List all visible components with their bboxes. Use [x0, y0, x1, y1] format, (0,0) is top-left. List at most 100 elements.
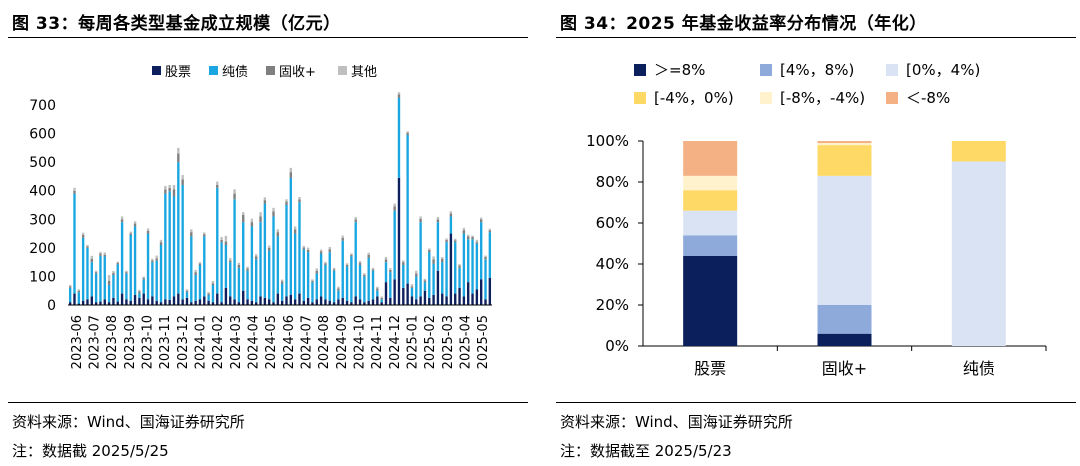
legend-label: [-8%，-4%) [780, 89, 865, 107]
bar-segment [211, 302, 215, 305]
bar-segment [99, 255, 102, 302]
bar-segment [81, 300, 85, 305]
bar-segment [246, 299, 249, 305]
x-tick-label: 2024-01 [194, 315, 209, 369]
bar-segment [237, 265, 241, 268]
bar-segment [246, 268, 249, 271]
bar-segment [683, 255, 738, 346]
bar-segment [86, 299, 89, 305]
bar-segment [363, 273, 366, 275]
bar-segment [99, 301, 102, 305]
left-date-note: 注：数据截 2025/5/25 [12, 442, 169, 460]
bar-segment [203, 232, 206, 235]
bar-segment [129, 235, 132, 301]
bar-segment [259, 212, 262, 217]
bar-segment [817, 145, 872, 176]
bar-segment [402, 287, 405, 305]
bar-segment [107, 280, 111, 285]
bar-segment [350, 253, 353, 255]
bar-segment [406, 132, 409, 135]
y-tick-label: 80% [596, 173, 629, 191]
x-tick-label: 2023-10 [141, 315, 156, 369]
bar-segment [107, 302, 111, 305]
bar-segment [484, 299, 487, 305]
bar-segment [488, 232, 492, 278]
bar-segment [479, 222, 483, 280]
y-tick-label: 20% [596, 296, 629, 314]
legend-swatch [209, 66, 218, 75]
bar-segment [428, 297, 431, 305]
y-tick-label: 100 [29, 269, 56, 285]
bar-segment [220, 239, 223, 243]
bar-segment [358, 265, 362, 300]
bar-segment [358, 262, 362, 265]
bar-segment [133, 221, 137, 224]
bar-segment [211, 281, 215, 284]
bar-segment [280, 300, 284, 305]
bar-segment [181, 299, 184, 305]
x-tick-label: 2024-05 [264, 315, 279, 369]
bar-segment [224, 287, 228, 305]
y-tick-label: 600 [29, 127, 56, 143]
left-chart-title: 图 33：每周各类型基金成立规模（亿元） [12, 14, 341, 34]
bar-segment [454, 238, 457, 241]
bar-segment [358, 261, 362, 263]
bar-segment [384, 257, 388, 260]
bar-segment [445, 239, 448, 243]
bar-segment [817, 175, 872, 305]
bar-segment [181, 179, 184, 185]
bar-segment [103, 299, 106, 305]
bar-segment [168, 185, 171, 188]
bar-segment [436, 222, 440, 271]
bar-segment [462, 233, 466, 297]
bar-segment [410, 287, 414, 297]
bar-segment [367, 252, 370, 255]
x-tick-label: 2024-02 [211, 315, 226, 369]
bar-segment [181, 185, 184, 300]
x-tick-label: 2024-07 [300, 315, 315, 369]
bar-segment [328, 247, 331, 250]
legend-swatch [634, 92, 646, 104]
bar-segment [315, 270, 318, 274]
bar-segment [458, 265, 461, 268]
bar-segment [817, 305, 872, 334]
bar-segment [125, 272, 128, 274]
bar-segment [107, 275, 111, 281]
bar-segment [371, 299, 375, 305]
bar-segment [280, 279, 284, 282]
y-tick-label: 0 [47, 298, 56, 314]
legend-label: [0%，4%) [906, 61, 980, 79]
bar-segment [86, 247, 89, 300]
bar-segment [229, 258, 232, 261]
bar-segment [155, 258, 158, 261]
bar-segment [233, 299, 236, 305]
bar-segment [410, 286, 414, 288]
bar-segment [177, 153, 180, 163]
bar-segment [155, 255, 158, 259]
bar-segment [324, 265, 327, 300]
bar-segment [272, 216, 275, 303]
legend-label: [4%，8%) [780, 61, 854, 79]
bar-segment [402, 265, 405, 288]
bar-segment [285, 205, 288, 297]
bar-segment [462, 296, 466, 305]
right-chart-panel: 图 34：2025 年基金收益率分布情况（年化） ＞=8% [4%，8%) [0%，… [548, 0, 1080, 466]
bar-segment [367, 300, 370, 305]
bar-segment [94, 273, 98, 303]
bar-segment [133, 295, 137, 305]
bar-segment [73, 190, 76, 194]
bar-segment [255, 254, 258, 257]
bar-segment [475, 239, 479, 243]
bar-segment [817, 333, 872, 346]
bar-segment [77, 292, 81, 304]
bar-segment [337, 288, 340, 291]
legend-label: 纯债 [222, 65, 248, 80]
y-tick-label: 500 [29, 155, 56, 171]
bar-segment [436, 270, 440, 305]
bar-segment [68, 286, 72, 288]
bar-segment [242, 290, 245, 305]
x-category-label: 纯债 [963, 359, 995, 378]
bar-segment [120, 216, 124, 220]
bar-segment [445, 238, 448, 240]
x-tick-label: 2024-11 [370, 315, 385, 369]
